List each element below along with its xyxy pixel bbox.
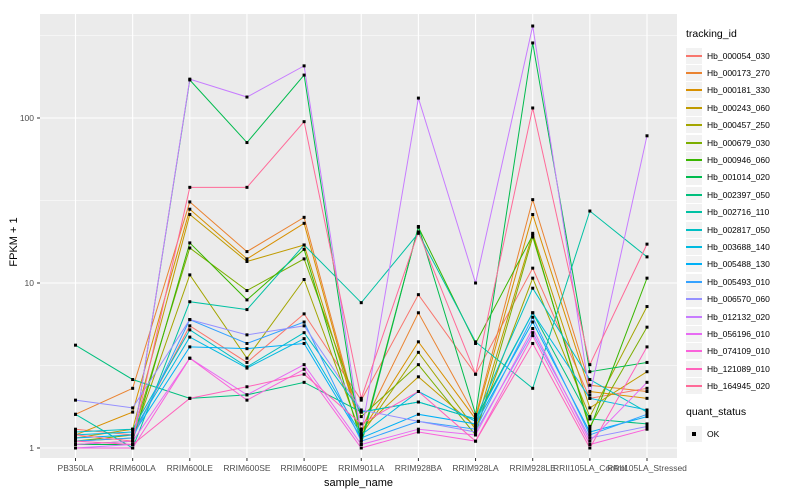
- legend-item-label: Hb_000181_330: [707, 85, 770, 96]
- legend-item: Hb_000457_250: [686, 117, 798, 134]
- svg-text:RRIM600SE: RRIM600SE: [223, 463, 271, 473]
- legend-item: Hb_056196_010: [686, 325, 798, 342]
- legend-item: Hb_000181_330: [686, 82, 798, 99]
- legend-title-tracking-id: tracking_id: [686, 28, 737, 40]
- legend-item: Hb_164945_020: [686, 377, 798, 395]
- legend-key-line-icon: [686, 291, 702, 308]
- legend-key-line-icon: [686, 221, 702, 238]
- legend-item-label: Hb_002716_110: [707, 207, 770, 218]
- quant-legend-item: OK: [686, 425, 798, 442]
- legend-item: Hb_006570_060: [686, 290, 798, 308]
- legend-item: Hb_001014_020: [686, 169, 798, 186]
- legend-key-line-icon: [686, 204, 702, 221]
- legend-item: Hb_000946_060: [686, 151, 798, 169]
- legend-item-label: Hb_006570_060: [707, 294, 770, 305]
- legend-key-line-icon: [686, 360, 702, 377]
- legend-item: Hb_002817_050: [686, 221, 798, 238]
- legend-item-label: Hb_121089_010: [707, 363, 770, 374]
- legend-key-line-icon: [686, 256, 702, 273]
- legend-key-line-icon: [686, 99, 702, 116]
- legend-item-label: Hb_000457_250: [707, 120, 770, 131]
- legend-item: Hb_002397_050: [686, 186, 798, 203]
- legend-items: Hb_000054_030 Hb_000173_270 Hb_000181_330 H…: [686, 47, 798, 395]
- legend-item-label: Hb_000054_030: [707, 50, 770, 61]
- legend-item-label: Hb_003688_140: [707, 241, 770, 252]
- y-axis-title: FPKM + 1: [8, 217, 20, 267]
- legend-item: Hb_000243_060: [686, 99, 798, 116]
- legend: tracking_id Hb_000054_030 Hb_000173_270 Hb…: [686, 28, 798, 442]
- legend-key-line-icon: [686, 325, 702, 342]
- legend-item: Hb_074109_010: [686, 343, 798, 360]
- legend-key-line-icon: [686, 117, 702, 134]
- svg-text:RRII105LA_Control: RRII105LA_Control: [553, 463, 627, 473]
- legend-item-label: Hb_056196_010: [707, 328, 770, 339]
- legend-item-label: Hb_012132_020: [707, 311, 770, 322]
- legend-key-line-icon: [686, 134, 702, 151]
- svg-text:RRIM928LA: RRIM928LA: [452, 463, 499, 473]
- svg-text:RRIM600LE: RRIM600LE: [167, 463, 214, 473]
- legend-item-label: Hb_005488_130: [707, 259, 770, 270]
- legend-item-label: Hb_002817_050: [707, 224, 770, 235]
- svg-text:RRII105LA_Stressed: RRII105LA_Stressed: [607, 463, 687, 473]
- legend-item-label: Hb_002397_050: [707, 189, 770, 200]
- svg-text:RRIM600LA: RRIM600LA: [109, 463, 156, 473]
- svg-text:RRIM600PE: RRIM600PE: [280, 463, 328, 473]
- svg-text:RRIM928LE: RRIM928LE: [510, 463, 557, 473]
- legend-key-line-icon: [686, 47, 702, 64]
- legend-item: Hb_000173_270: [686, 64, 798, 82]
- legend-item-label: Hb_164945_020: [707, 381, 770, 392]
- svg-text:RRIM928BA: RRIM928BA: [395, 463, 443, 473]
- legend-item: Hb_005493_010: [686, 273, 798, 290]
- legend-item: Hb_005488_130: [686, 256, 798, 273]
- legend-key-line-icon: [686, 273, 702, 290]
- legend-item: Hb_002716_110: [686, 204, 798, 221]
- legend-item-label: Hb_001014_020: [707, 172, 770, 183]
- legend-key-line-icon: [686, 378, 702, 395]
- legend-key-line-icon: [686, 152, 702, 169]
- svg-text:10: 10: [25, 278, 35, 288]
- legend-item-label: Hb_000946_060: [707, 155, 770, 166]
- legend-item: Hb_000054_030: [686, 47, 798, 64]
- legend-item: Hb_012132_020: [686, 308, 798, 325]
- legend-key-line-icon: [686, 82, 702, 99]
- ok-square-marker-icon: [686, 425, 702, 442]
- legend-title-quant-status: quant_status: [686, 405, 747, 418]
- legend-item: Hb_003688_140: [686, 238, 798, 255]
- svg-text:1: 1: [29, 443, 34, 453]
- legend-key-line-icon: [686, 308, 702, 325]
- legend-item-label: Hb_000243_060: [707, 102, 770, 113]
- legend-item-label: Hb_000679_030: [707, 137, 770, 148]
- legend-item: Hb_121089_010: [686, 360, 798, 377]
- svg-text:RRIM901LA: RRIM901LA: [338, 463, 385, 473]
- x-axis-title: sample_name: [323, 477, 394, 489]
- legend-item-label: Hb_000173_270: [707, 68, 770, 79]
- quant-ok-label: OK: [707, 428, 720, 439]
- legend-item-label: Hb_074109_010: [707, 346, 770, 357]
- legend-key-line-icon: [686, 186, 702, 203]
- svg-text:100: 100: [20, 113, 34, 123]
- legend-key-line-icon: [686, 238, 702, 255]
- legend-key-line-icon: [686, 169, 702, 186]
- legend-item: Hb_000679_030: [686, 134, 798, 151]
- legend-item-label: Hb_005493_010: [707, 276, 770, 287]
- legend-key-line-icon: [686, 65, 702, 82]
- legend-key-line-icon: [686, 343, 702, 360]
- svg-text:PB350LA: PB350LA: [58, 463, 94, 473]
